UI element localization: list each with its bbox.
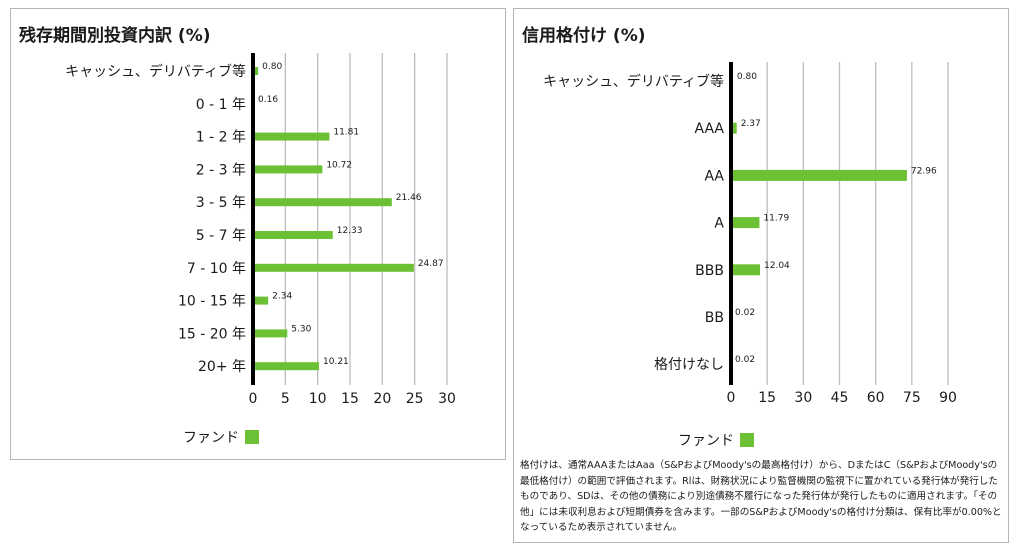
credit-rating-data-label: 11.79 <box>763 214 789 224</box>
credit-rating-tick-label: 45 <box>831 390 849 406</box>
credit-rating-data-label: 12.04 <box>764 261 790 271</box>
credit-rating-footnote: 格付けは、通常AAAまたはAaa（S&PおよびMoody'sの最高格付け）から、… <box>520 460 1002 533</box>
maturity-category-label: 15 - 20 年 <box>178 326 246 342</box>
maturity-bar <box>253 198 392 207</box>
maturity-data-label: 10.72 <box>326 160 352 170</box>
credit-rating-category-label: AAA <box>694 121 724 137</box>
maturity-bar <box>253 132 330 141</box>
maturity-category-label: キャッシュ、デリバティブ等 <box>65 63 246 80</box>
maturity-legend-label: ファンド <box>183 430 239 446</box>
maturity-category-label: 2 - 3 年 <box>196 162 246 178</box>
credit-rating-chart-title: 信用格付け (%) <box>522 26 646 46</box>
maturity-tick-label: 25 <box>406 391 424 407</box>
credit-rating-tick-label: 30 <box>794 390 812 406</box>
credit-rating-category-label: キャッシュ、デリバティブ等 <box>543 73 724 90</box>
credit-rating-tick-label: 75 <box>903 390 921 406</box>
maturity-bar <box>253 263 414 272</box>
maturity-tick-label: 15 <box>341 391 359 407</box>
credit-rating-category-label: 格付けなし <box>654 357 724 373</box>
maturity-data-label: 0.16 <box>258 95 278 105</box>
credit-rating-legend: ファンド <box>678 430 754 450</box>
credit-rating-bar <box>731 169 907 181</box>
credit-rating-data-label: 72.96 <box>911 166 937 176</box>
maturity-category-label: 7 - 10 年 <box>187 261 246 277</box>
maturity-data-label: 21.46 <box>396 193 422 203</box>
maturity-chart: キャッシュ、デリバティブ等 0.80 0 - 1 年 0.16 1 - 2 年 11.81… <box>65 53 456 407</box>
maturity-chart-title: 残存期間別投資内訳 (%) <box>19 26 211 46</box>
maturity-legend-swatch <box>245 430 259 444</box>
maturity-bar <box>253 165 323 174</box>
maturity-data-label: 11.81 <box>333 128 359 138</box>
maturity-panel: 残存期間別投資内訳 (%) キャッシュ、デリバティブ等 0.80 0 - 1 年 0.… <box>10 8 506 460</box>
maturity-category-label: 20+ 年 <box>198 359 246 375</box>
maturity-tick-label: 30 <box>438 391 456 407</box>
maturity-data-label: 2.34 <box>272 292 292 302</box>
maturity-category-label: 3 - 5 年 <box>196 195 246 211</box>
credit-rating-bar <box>731 122 737 134</box>
credit-rating-bar <box>731 217 760 229</box>
maturity-category-label: 0 - 1 年 <box>196 97 246 113</box>
maturity-data-label: 24.87 <box>418 259 444 269</box>
maturity-data-label: 10.21 <box>323 357 349 367</box>
maturity-category-label: 5 - 7 年 <box>196 228 246 244</box>
credit-rating-data-label: 0.02 <box>735 308 755 318</box>
maturity-data-label: 5.30 <box>291 324 311 334</box>
maturity-category-label: 10 - 15 年 <box>178 294 246 310</box>
maturity-data-label: 0.80 <box>262 62 282 72</box>
maturity-tick-label: 20 <box>373 391 391 407</box>
maturity-bar <box>253 296 269 305</box>
maturity-category-label: 1 - 2 年 <box>196 130 246 146</box>
maturity-bar <box>253 329 288 338</box>
credit-rating-tick-label: 90 <box>939 390 957 406</box>
credit-rating-bar <box>731 264 761 276</box>
maturity-tick-label: 0 <box>249 391 258 407</box>
credit-rating-data-label: 0.80 <box>737 72 757 82</box>
maturity-tick-label: 10 <box>309 391 327 407</box>
maturity-bar <box>253 362 320 371</box>
credit-rating-legend-label: ファンド <box>678 433 734 449</box>
credit-rating-category-label: BB <box>705 310 724 326</box>
credit-rating-legend-swatch <box>740 433 754 447</box>
credit-rating-data-label: 2.37 <box>741 119 761 129</box>
credit-rating-tick-label: 15 <box>758 390 776 406</box>
credit-rating-category-label: BBB <box>695 263 724 279</box>
maturity-data-label: 12.33 <box>337 226 363 236</box>
maturity-bar <box>253 67 259 75</box>
credit-rating-category-label: A <box>714 216 724 232</box>
maturity-legend: ファンド <box>183 427 259 447</box>
credit-rating-category-label: AA <box>704 168 724 184</box>
credit-rating-data-label: 0.02 <box>735 355 755 365</box>
credit-rating-panel: 信用格付け (%) キャッシュ、デリバティブ等 0.80 AAA 2.37 AA 72.9… <box>513 8 1009 543</box>
maturity-tick-label: 5 <box>281 391 290 407</box>
credit-rating-tick-label: 60 <box>867 390 885 406</box>
credit-rating-tick-label: 0 <box>727 390 736 406</box>
maturity-bar <box>253 231 333 239</box>
